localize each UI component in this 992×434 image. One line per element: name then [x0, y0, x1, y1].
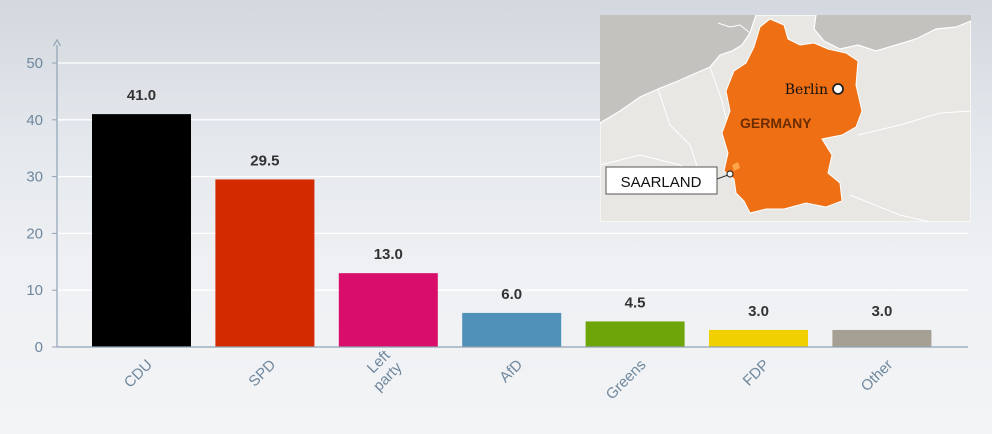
y-axis-arrow [52, 38, 62, 47]
value-label: 13.0 [374, 246, 403, 263]
bar-fdp [709, 329, 808, 347]
saarland-callout-box [605, 166, 718, 195]
bar-other [832, 329, 932, 347]
berlin-marker [832, 83, 844, 95]
value-labels: 41.0 29.5 13.0 6.0 4.5 3.0 3.0 [127, 87, 892, 320]
y-tick-labels: 0 10 20 30 40 50 [26, 55, 57, 356]
y-tick-label: 40 [26, 112, 43, 129]
axes [52, 38, 968, 348]
value-label: 3.0 [871, 303, 892, 320]
value-label: 41.0 [127, 87, 156, 104]
saarland-leader-line [716, 174, 729, 180]
y-tick-label: 0 [35, 339, 43, 356]
value-label: 29.5 [250, 152, 279, 169]
saarland-marker [726, 170, 734, 178]
y-tick-label: 30 [26, 169, 43, 186]
bar-afd [462, 312, 562, 347]
category-label-line: FDP [740, 356, 773, 389]
category-label: Other [858, 356, 897, 395]
category-label-line: Other [858, 356, 897, 395]
bar-spd [215, 179, 315, 347]
value-label: 4.5 [625, 294, 646, 311]
value-label: 3.0 [748, 303, 769, 320]
value-label: 6.0 [501, 286, 522, 303]
map-coast-line [717, 22, 751, 34]
berlin-label: Berlin [785, 82, 828, 98]
inset-map: Berlin GERMANY SAARLAND [600, 15, 971, 222]
y-tick-label: 50 [26, 55, 43, 72]
germany-shape [721, 18, 863, 214]
category-label: FDP [740, 356, 773, 389]
germany-label: GERMANY [740, 115, 812, 131]
category-label: Leftparty [358, 347, 406, 395]
category-labels: CDU SPD Leftparty AfD Greens FDP Other [121, 347, 896, 404]
category-label-line: CDU [121, 356, 156, 391]
y-tick-label: 20 [26, 225, 43, 242]
bars [92, 114, 932, 348]
bar-cdu [92, 114, 191, 348]
category-label-line: SPD [245, 356, 279, 390]
saarland-highlight [732, 162, 740, 171]
category-label-line: Greens [603, 356, 650, 403]
category-label-line: AfD [496, 356, 526, 386]
map-neighbour-borders [600, 66, 971, 222]
category-label: Greens [603, 356, 650, 403]
category-label: CDU [121, 356, 156, 391]
y-tick-label: 10 [26, 282, 43, 299]
category-label: AfD [496, 356, 526, 386]
bar-left-party [338, 273, 438, 347]
bar-greens [585, 321, 685, 347]
category-label: SPD [245, 356, 279, 390]
saarland-label: SAARLAND [621, 174, 702, 191]
